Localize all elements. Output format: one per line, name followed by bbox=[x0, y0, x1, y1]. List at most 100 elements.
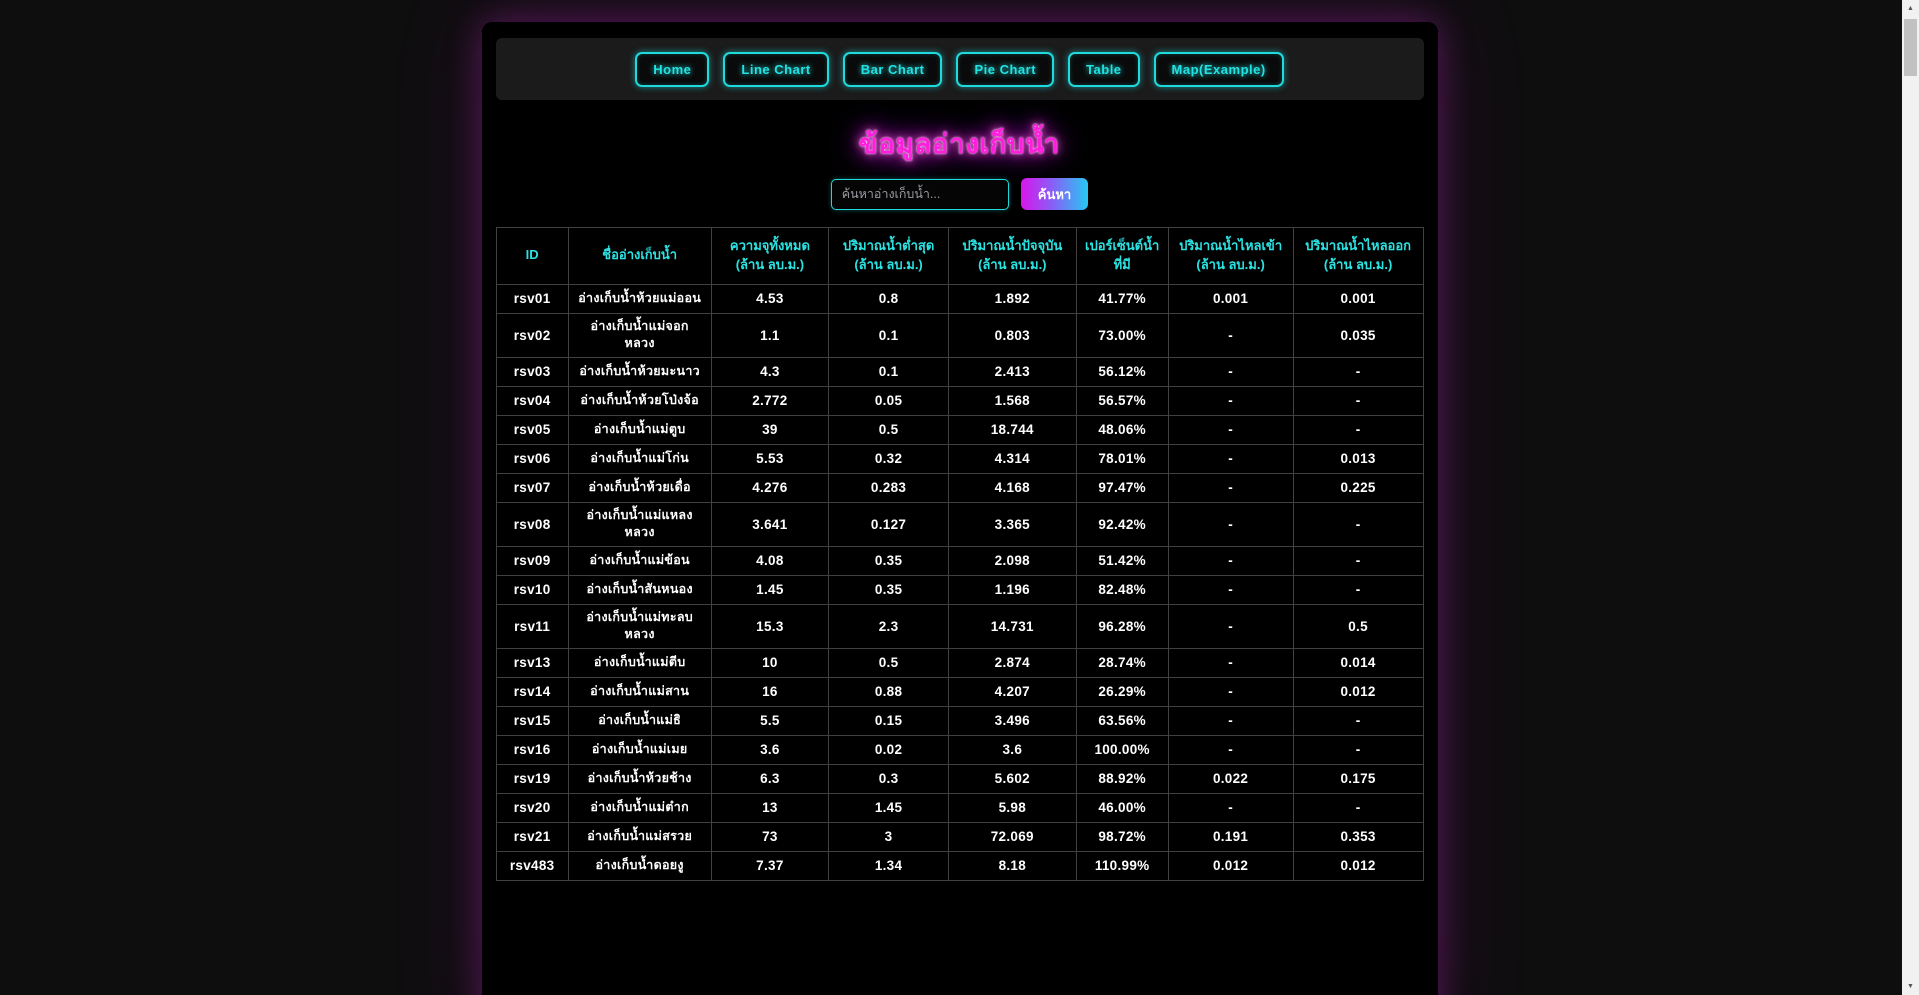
cell-total-capacity: 1.45 bbox=[710, 574, 830, 605]
cell-inflow: - bbox=[1167, 545, 1294, 576]
table-row: rsv02 อ่างเก็บน้ำแม่จอกหลวง 1.1 0.1 0.803 73.… bbox=[495, 312, 1424, 358]
cell-total-capacity: 4.08 bbox=[710, 545, 830, 576]
cell-id: rsv11 bbox=[495, 603, 569, 649]
table-row: rsv483 อ่างเก็บน้ำดอยงู 7.37 1.34 8.18 110.99… bbox=[495, 850, 1424, 881]
cell-name: อ่างเก็บน้ำแม่ตีบ bbox=[567, 647, 712, 678]
cell-current-volume: 3.496 bbox=[947, 705, 1077, 736]
cell-inflow: 0.012 bbox=[1167, 850, 1294, 881]
cell-id: rsv08 bbox=[495, 501, 569, 547]
cell-current-volume: 3.365 bbox=[947, 501, 1077, 547]
cell-current-volume: 18.744 bbox=[947, 414, 1077, 445]
cell-min-volume: 0.05 bbox=[828, 385, 949, 416]
cell-current-volume: 4.314 bbox=[947, 443, 1077, 474]
cell-name: อ่างเก็บน้ำแม่สาน bbox=[567, 676, 712, 707]
nav-button-table[interactable]: Table bbox=[1068, 51, 1140, 87]
table-row: rsv09 อ่างเก็บน้ำแม่ข้อน 4.08 0.35 2.098 51.4… bbox=[495, 545, 1424, 576]
cell-id: rsv10 bbox=[495, 574, 569, 605]
cell-current-volume: 5.98 bbox=[947, 792, 1077, 823]
cell-inflow: - bbox=[1167, 472, 1294, 503]
cell-outflow: 0.012 bbox=[1292, 850, 1424, 881]
cell-inflow: - bbox=[1167, 647, 1294, 678]
cell-id: rsv19 bbox=[495, 763, 569, 794]
cell-inflow: - bbox=[1167, 792, 1294, 823]
cell-min-volume: 0.8 bbox=[828, 283, 949, 314]
cell-name: อ่างเก็บน้ำแม่แหลงหลวง bbox=[567, 501, 712, 547]
cell-min-volume: 0.88 bbox=[828, 676, 949, 707]
nav-button-map-example[interactable]: Map(Example) bbox=[1153, 51, 1284, 87]
table-row: rsv03 อ่างเก็บน้ำห้วยมะนาว 4.3 0.1 2.413 56.1… bbox=[495, 356, 1424, 387]
cell-percent: 88.92% bbox=[1075, 763, 1169, 794]
cell-outflow: 0.014 bbox=[1292, 647, 1424, 678]
table-row: rsv19 อ่างเก็บน้ำห้วยช้าง 6.3 0.3 5.602 88.92… bbox=[495, 763, 1424, 794]
cell-current-volume: 4.207 bbox=[947, 676, 1077, 707]
cell-percent: 110.99% bbox=[1075, 850, 1169, 881]
cell-current-volume: 2.098 bbox=[947, 545, 1077, 576]
scrollbar[interactable]: ▲ ▼ bbox=[1902, 0, 1919, 995]
header-inflow: ปริมาณน้ำไหลเข้า (ล้าน ลบ.ม.) bbox=[1167, 227, 1294, 285]
cell-inflow: - bbox=[1167, 501, 1294, 547]
cell-percent: 97.47% bbox=[1075, 472, 1169, 503]
cell-percent: 96.28% bbox=[1075, 603, 1169, 649]
cell-min-volume: 0.3 bbox=[828, 763, 949, 794]
table-row: rsv20 อ่างเก็บน้ำแม่ต๋าก 13 1.45 5.98 46.00% -… bbox=[495, 792, 1424, 823]
cell-min-volume: 2.3 bbox=[828, 603, 949, 649]
table-row: rsv15 อ่างเก็บน้ำแม่ธิ 5.5 0.15 3.496 63.56% -… bbox=[495, 705, 1424, 736]
nav-bar: Home Line Chart Bar Chart Pie Chart Tabl… bbox=[495, 38, 1424, 100]
cell-name: อ่างเก็บน้ำห้วยโป่งจ้อ bbox=[567, 385, 712, 416]
nav-button-bar-chart[interactable]: Bar Chart bbox=[842, 51, 943, 87]
cell-min-volume: 0.15 bbox=[828, 705, 949, 736]
table-row: rsv10 อ่างเก็บน้ำสันหนอง 1.45 0.35 1.196 82.4… bbox=[495, 574, 1424, 605]
table-body: rsv01 อ่างเก็บน้ำห้วยแม่ออน 4.53 0.8 1.892 41… bbox=[495, 283, 1424, 881]
cell-name: อ่างเก็บน้ำแม่ธิ bbox=[567, 705, 712, 736]
cell-percent: 92.42% bbox=[1075, 501, 1169, 547]
cell-name: อ่างเก็บน้ำแม่เมย bbox=[567, 734, 712, 765]
cell-id: rsv13 bbox=[495, 647, 569, 678]
cell-outflow: 0.175 bbox=[1292, 763, 1424, 794]
cell-name: อ่างเก็บน้ำแม่ข้อน bbox=[567, 545, 712, 576]
cell-total-capacity: 5.53 bbox=[710, 443, 830, 474]
header-name: ชื่ออ่างเก็บน้ำ bbox=[567, 227, 712, 285]
scrollbar-thumb[interactable] bbox=[1904, 19, 1917, 76]
cell-id: rsv01 bbox=[495, 283, 569, 314]
cell-current-volume: 2.874 bbox=[947, 647, 1077, 678]
cell-min-volume: 0.283 bbox=[828, 472, 949, 503]
cell-min-volume: 0.32 bbox=[828, 443, 949, 474]
cell-id: rsv02 bbox=[495, 312, 569, 358]
cell-total-capacity: 4.53 bbox=[710, 283, 830, 314]
table-row: rsv04 อ่างเก็บน้ำห้วยโป่งจ้อ 2.772 0.05 1.56… bbox=[495, 385, 1424, 416]
nav-button-line-chart[interactable]: Line Chart bbox=[723, 51, 829, 87]
table-row: rsv14 อ่างเก็บน้ำแม่สาน 16 0.88 4.207 26.29% -… bbox=[495, 676, 1424, 707]
cell-id: rsv15 bbox=[495, 705, 569, 736]
table-row: rsv01 อ่างเก็บน้ำห้วยแม่ออน 4.53 0.8 1.892 41… bbox=[495, 283, 1424, 314]
cell-current-volume: 2.413 bbox=[947, 356, 1077, 387]
nav-button-pie-chart[interactable]: Pie Chart bbox=[956, 51, 1055, 87]
cell-inflow: 0.191 bbox=[1167, 821, 1294, 852]
search-input[interactable] bbox=[830, 178, 1009, 210]
search-button[interactable]: ค้นหา bbox=[1020, 178, 1089, 210]
cell-id: rsv04 bbox=[495, 385, 569, 416]
table-row: rsv11 อ่างเก็บน้ำแม่ทะลบหลวง 15.3 2.3 14.731… bbox=[495, 603, 1424, 649]
cell-outflow: 0.001 bbox=[1292, 283, 1424, 314]
nav-button-home[interactable]: Home bbox=[635, 51, 710, 87]
cell-min-volume: 0.1 bbox=[828, 312, 949, 358]
cell-outflow: - bbox=[1292, 734, 1424, 765]
cell-outflow: - bbox=[1292, 792, 1424, 823]
header-min-volume: ปริมาณน้ำต่ำสุด (ล้าน ลบ.ม.) bbox=[828, 227, 949, 285]
cell-percent: 63.56% bbox=[1075, 705, 1169, 736]
cell-inflow: - bbox=[1167, 443, 1294, 474]
scroll-up-icon[interactable]: ▲ bbox=[1907, 5, 1914, 12]
cell-inflow: 0.022 bbox=[1167, 763, 1294, 794]
header-current-volume: ปริมาณน้ำปัจจุบัน (ล้าน ลบ.ม.) bbox=[947, 227, 1077, 285]
cell-id: rsv14 bbox=[495, 676, 569, 707]
cell-total-capacity: 6.3 bbox=[710, 763, 830, 794]
cell-percent: 78.01% bbox=[1075, 443, 1169, 474]
search-row: ค้นหา bbox=[496, 178, 1424, 210]
cell-name: อ่างเก็บน้ำแม่จอกหลวง bbox=[567, 312, 712, 358]
scroll-down-icon[interactable]: ▼ bbox=[1907, 983, 1914, 990]
cell-inflow: - bbox=[1167, 356, 1294, 387]
cell-min-volume: 0.5 bbox=[828, 414, 949, 445]
cell-outflow: 0.012 bbox=[1292, 676, 1424, 707]
cell-id: rsv03 bbox=[495, 356, 569, 387]
cell-percent: 26.29% bbox=[1075, 676, 1169, 707]
cell-name: อ่างเก็บน้ำสันหนอง bbox=[567, 574, 712, 605]
